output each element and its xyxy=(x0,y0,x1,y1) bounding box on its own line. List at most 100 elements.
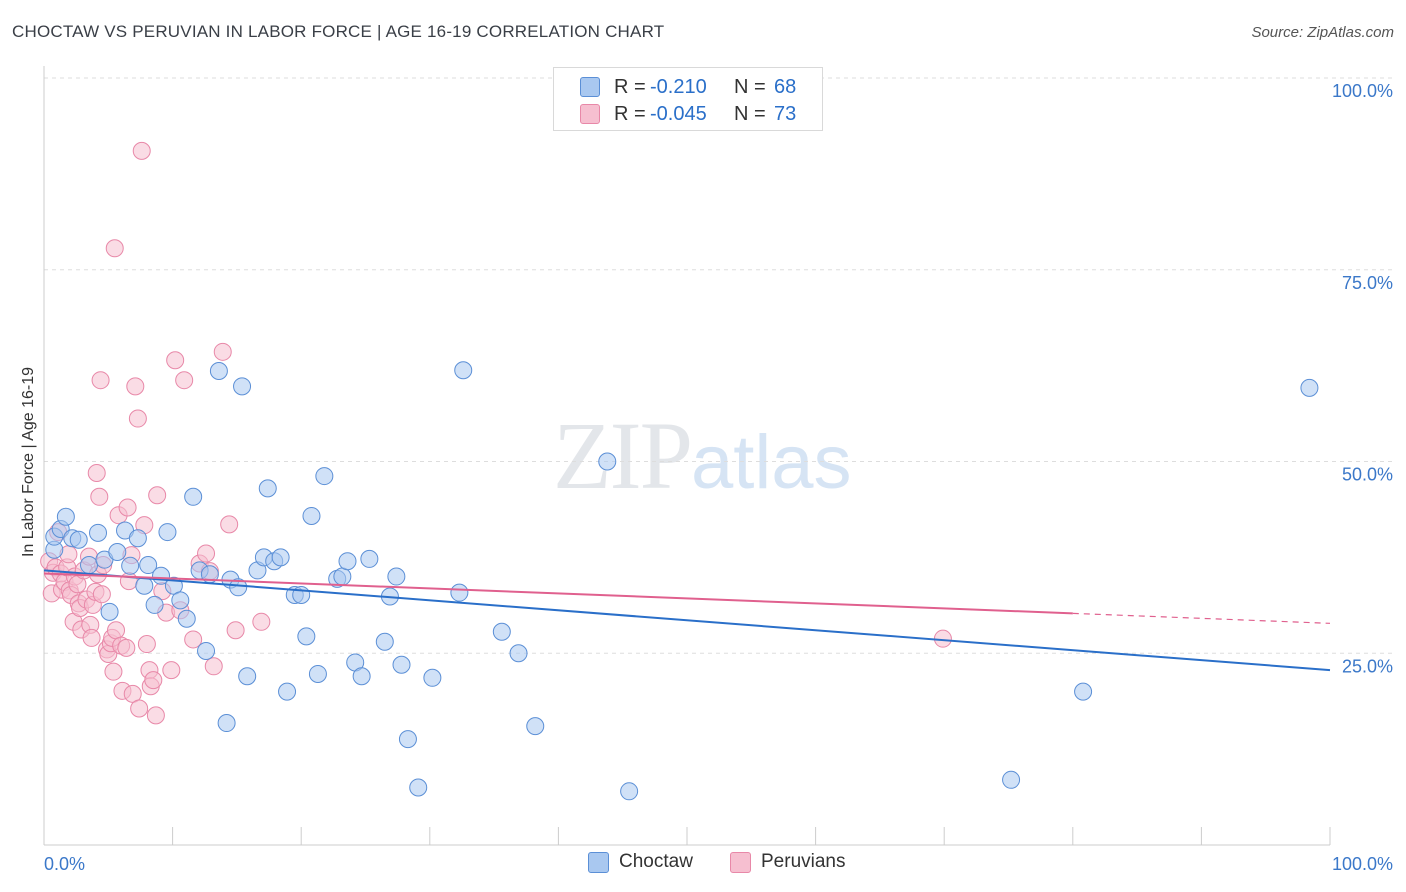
choctaw-point xyxy=(526,717,545,736)
peruvian-point xyxy=(197,544,216,563)
peruvian-swatch xyxy=(730,851,751,873)
bottom-legend-peruvians-label: Peruvians xyxy=(761,851,846,872)
choctaw-point xyxy=(423,668,442,687)
peruvian-point xyxy=(128,409,147,428)
peruvian-point xyxy=(90,487,109,506)
choctaw-point xyxy=(197,641,216,660)
peruvian-point xyxy=(184,630,203,649)
choctaw-point xyxy=(145,595,164,614)
peruvian-point xyxy=(92,585,111,604)
legend-r-value: -0.210 xyxy=(650,75,707,98)
choctaw-trend-line xyxy=(43,569,1331,672)
choctaw-point xyxy=(338,552,357,571)
choctaw-point xyxy=(139,556,158,575)
x-tick-label: 100.0% xyxy=(1332,854,1393,874)
choctaw-point xyxy=(184,487,203,506)
choctaw-point xyxy=(171,591,190,610)
peruvian-point xyxy=(146,706,165,725)
choctaw-swatch xyxy=(588,851,609,873)
choctaw-point xyxy=(177,609,196,628)
legend-r-value: -0.045 xyxy=(650,102,707,125)
choctaw-swatch xyxy=(580,77,600,97)
watermark-zip: ZIP xyxy=(553,402,693,509)
choctaw-point xyxy=(258,479,277,498)
peruvian-point xyxy=(252,612,271,631)
choctaw-point xyxy=(1002,770,1021,789)
choctaw-point xyxy=(158,523,177,542)
legend-r-label: R = xyxy=(614,75,646,98)
peruvian-point xyxy=(166,351,185,370)
choctaw-point xyxy=(333,567,352,586)
peruvian-point xyxy=(226,621,245,640)
choctaw-point xyxy=(121,556,140,575)
peruvian-point xyxy=(148,486,167,505)
grid-layer xyxy=(44,77,1394,654)
peruvian-point xyxy=(82,628,101,647)
peruvian-point xyxy=(87,464,106,483)
choctaw-point xyxy=(392,655,411,674)
choctaw-point xyxy=(297,627,316,646)
legend-r-label: R = xyxy=(614,102,646,125)
axis-layer xyxy=(43,66,1331,846)
choctaw-point xyxy=(1074,682,1093,701)
peruvian-point xyxy=(118,498,137,517)
choctaw-point xyxy=(409,778,428,797)
choctaw-point xyxy=(492,622,511,641)
peruvian-point xyxy=(162,661,181,680)
choctaw-point xyxy=(229,578,248,597)
x-tick-label: 0.0% xyxy=(44,854,85,874)
peruvian-point xyxy=(119,572,138,591)
peruvian-point xyxy=(132,141,151,160)
legend-n-value: 68 xyxy=(774,75,797,98)
choctaw-point xyxy=(56,507,75,526)
choctaw-point xyxy=(135,576,154,595)
choctaw-point xyxy=(450,583,469,602)
choctaw-point xyxy=(598,452,617,471)
peruvian-points xyxy=(40,141,952,725)
peruvian-point xyxy=(144,671,163,690)
choctaw-point xyxy=(89,523,108,542)
choctaw-point xyxy=(387,567,406,586)
peruvian-point xyxy=(137,635,156,654)
peruvian-point xyxy=(204,657,223,676)
choctaw-point xyxy=(454,361,473,380)
choctaw-point xyxy=(80,556,99,575)
bottom-legend-choctaw-label: Choctaw xyxy=(619,851,693,872)
y-axis-label: In Labor Force | Age 16-19 xyxy=(20,367,37,557)
legend-n-label: N = xyxy=(734,102,766,125)
peruvian-point xyxy=(117,638,136,657)
legend-row-choctaw: R = -0.210 N = 68 xyxy=(580,74,796,100)
peruvian-point xyxy=(105,239,124,258)
y-tick-label: 100.0% xyxy=(1332,81,1393,101)
legend-n-label: N = xyxy=(734,75,766,98)
peruvian-trend-extension xyxy=(1072,612,1331,624)
y-tick-label: 50.0% xyxy=(1342,465,1393,485)
label-layer: 25.0% 50.0% 75.0% 100.0% 0.0% 100.0% In Labor … xyxy=(20,81,1393,874)
choctaw-points xyxy=(45,361,1319,801)
choctaw-point xyxy=(108,543,127,562)
choctaw-point xyxy=(360,549,379,568)
bottom-legend-choctaw: Choctaw xyxy=(588,851,693,873)
choctaw-point xyxy=(69,530,88,549)
choctaw-point xyxy=(1300,378,1319,397)
choctaw-point xyxy=(209,361,228,380)
choctaw-point xyxy=(620,782,639,801)
watermark: ZIPatlas xyxy=(553,400,852,511)
peruvian-point xyxy=(220,515,239,534)
choctaw-point xyxy=(509,644,528,663)
peruvian-swatch xyxy=(580,104,600,124)
peruvian-point xyxy=(130,699,149,718)
choctaw-point xyxy=(302,506,321,525)
choctaw-point xyxy=(352,667,371,686)
choctaw-point xyxy=(233,377,252,396)
peruvian-point xyxy=(91,371,110,390)
peruvian-point xyxy=(126,377,145,396)
legend-n-value: 73 xyxy=(774,102,797,125)
choctaw-point xyxy=(375,632,394,651)
watermark-atlas: atlas xyxy=(691,420,852,505)
choctaw-point xyxy=(128,529,147,548)
bottom-legend-peruvians: Peruvians xyxy=(730,851,846,873)
choctaw-point xyxy=(315,467,334,486)
peruvian-point xyxy=(213,342,232,361)
